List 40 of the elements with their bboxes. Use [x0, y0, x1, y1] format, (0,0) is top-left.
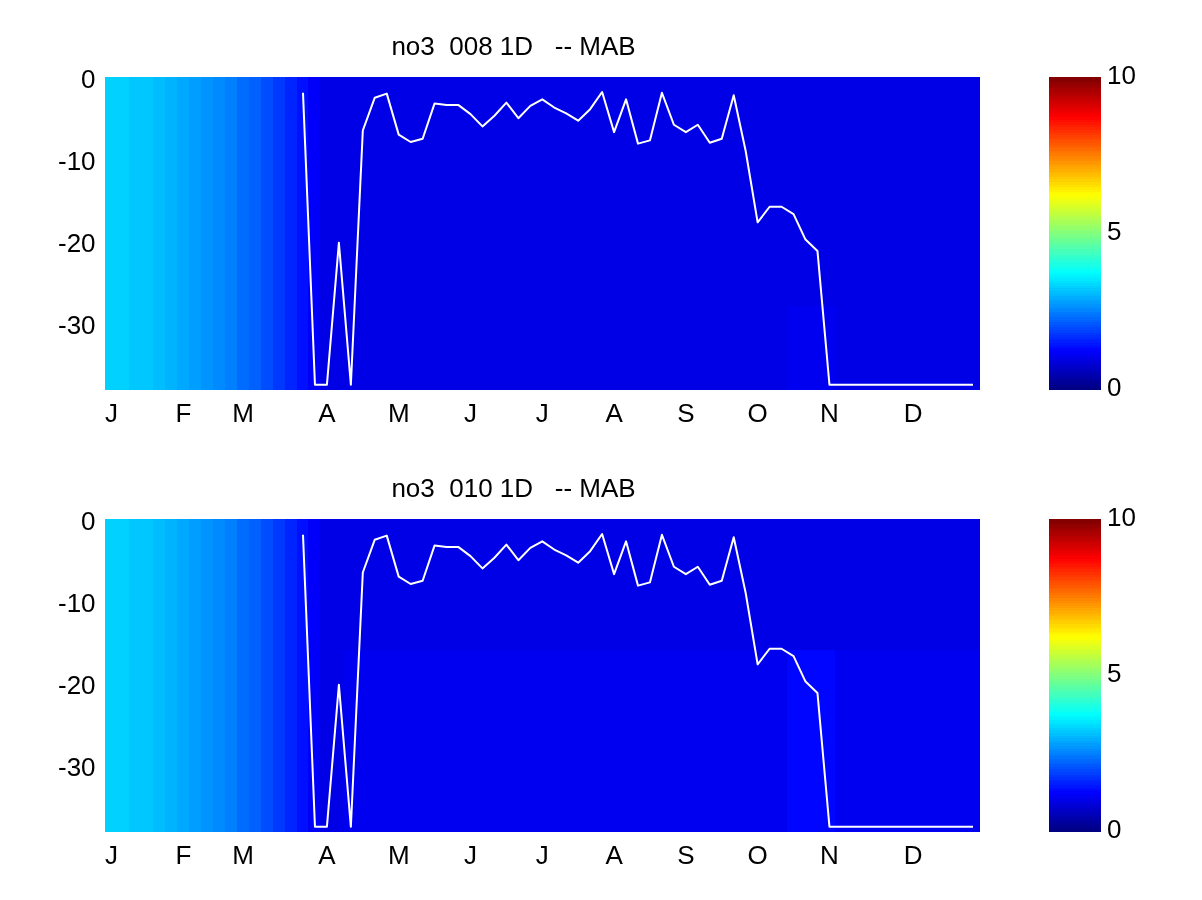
- chart-title: no3 008 1D -- MAB: [391, 30, 636, 61]
- x-tick-label: J: [464, 839, 477, 870]
- x-tick-label: J: [535, 839, 549, 870]
- x-tick-label: A: [318, 397, 337, 428]
- x-tick-label: N: [820, 839, 839, 870]
- x-tick-label: F: [175, 397, 192, 428]
- x-tick-label: M: [232, 839, 255, 870]
- x-tick-label: D: [903, 839, 923, 870]
- x-tick-label: J: [105, 397, 119, 428]
- x-tick-label: J: [535, 397, 549, 428]
- y-tick-label: -10: [58, 146, 96, 177]
- y-tick-label: 0: [81, 64, 96, 95]
- y-tick-label: -20: [58, 670, 96, 701]
- y-tick-label: 0: [81, 506, 96, 537]
- y-tick-label: -10: [58, 588, 96, 619]
- x-tick-label: M: [387, 839, 410, 870]
- color-bar-label: 10: [1107, 502, 1136, 533]
- x-tick-label: J: [464, 397, 477, 428]
- x-tick-label: A: [605, 397, 624, 428]
- y-tick-label: -30: [58, 752, 96, 783]
- color-bar-label: 5: [1107, 658, 1122, 689]
- x-tick-label: M: [387, 397, 410, 428]
- y-tick-label: -30: [58, 310, 96, 341]
- x-tick-label: J: [105, 839, 119, 870]
- x-tick-label: O: [747, 839, 768, 870]
- x-tick-label: S: [677, 397, 695, 428]
- chart-title: no3 010 1D -- MAB: [391, 472, 636, 503]
- x-tick-label: F: [175, 839, 192, 870]
- x-tick-label: A: [318, 839, 337, 870]
- x-tick-label: O: [747, 397, 768, 428]
- x-tick-label: S: [677, 839, 695, 870]
- x-tick-label: N: [820, 397, 839, 428]
- x-tick-label: D: [903, 397, 923, 428]
- color-bar-label: 0: [1107, 813, 1122, 844]
- x-tick-label: M: [232, 397, 255, 428]
- color-bar-label: 5: [1107, 216, 1122, 247]
- color-bar-label: 10: [1107, 60, 1136, 91]
- y-tick-label: -20: [58, 228, 96, 259]
- color-bar-label: 0: [1107, 371, 1122, 402]
- x-tick-label: A: [605, 839, 624, 870]
